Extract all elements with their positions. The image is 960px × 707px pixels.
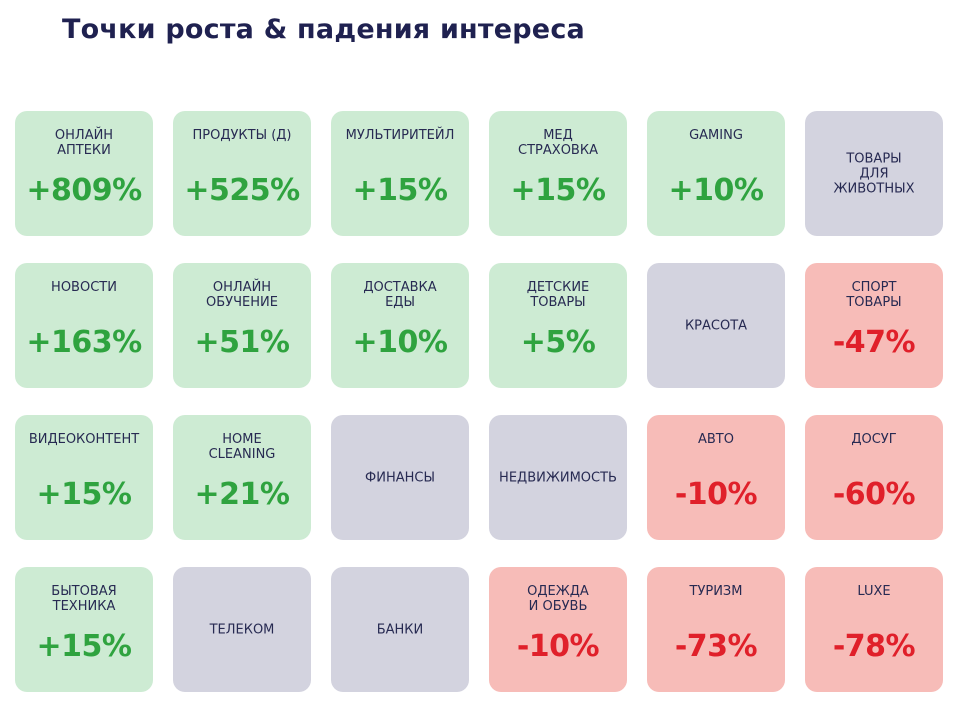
category-tile: ПРОДУКТЫ (Д) +525% bbox=[173, 111, 311, 236]
category-label: ФИНАНСЫ bbox=[365, 470, 435, 485]
category-tile: ТЕЛЕКОМ bbox=[173, 567, 311, 692]
category-change-value: -10% bbox=[516, 629, 600, 664]
category-label: ТЕЛЕКОМ bbox=[209, 622, 275, 637]
category-tile: LUXE -78% bbox=[805, 567, 943, 692]
category-change-value: -73% bbox=[674, 629, 758, 664]
category-label: СПОРТ ТОВАРЫ bbox=[846, 280, 902, 310]
category-change-value: -47% bbox=[832, 325, 916, 360]
category-change-value: +163% bbox=[26, 325, 142, 360]
category-tile: ВИДЕОКОНТЕНТ +15% bbox=[15, 415, 153, 540]
category-change-value: +15% bbox=[352, 173, 448, 208]
category-tile: ОНЛАЙН ОБУЧЕНИЕ +51% bbox=[173, 263, 311, 388]
category-label: ТОВАРЫ ДЛЯ ЖИВОТНЫХ bbox=[833, 151, 915, 196]
category-label: ДЕТСКИЕ ТОВАРЫ bbox=[526, 280, 590, 310]
category-tile: НЕДВИЖИМОСТЬ bbox=[489, 415, 627, 540]
category-tile: ДОСТАВКА ЕДЫ +10% bbox=[331, 263, 469, 388]
category-grid: ОНЛАЙН АПТЕКИ +809% ПРОДУКТЫ (Д) +525% МУЛЬТ… bbox=[15, 111, 943, 692]
category-change-value: +10% bbox=[668, 173, 764, 208]
category-label: GAMING bbox=[689, 128, 743, 143]
category-tile: НОВОСТИ +163% bbox=[15, 263, 153, 388]
category-tile: БАНКИ bbox=[331, 567, 469, 692]
category-label: LUXE bbox=[857, 584, 891, 599]
category-tile: МЕД СТРАХОВКА +15% bbox=[489, 111, 627, 236]
category-label: НЕДВИЖИМОСТЬ bbox=[499, 470, 617, 485]
category-change-value: +15% bbox=[510, 173, 606, 208]
category-change-value: -78% bbox=[832, 629, 916, 664]
category-change-value: +525% bbox=[184, 173, 300, 208]
category-change-value: -10% bbox=[674, 477, 758, 512]
category-label: HOME CLEANING bbox=[208, 432, 276, 462]
category-label: ВИДЕОКОНТЕНТ bbox=[28, 432, 140, 447]
category-tile: ОДЕЖДА И ОБУВЬ -10% bbox=[489, 567, 627, 692]
category-tile: ТОВАРЫ ДЛЯ ЖИВОТНЫХ bbox=[805, 111, 943, 236]
category-label: МУЛЬТИРИТЕЙЛ bbox=[345, 128, 455, 143]
category-tile: GAMING +10% bbox=[647, 111, 785, 236]
category-tile: ФИНАНСЫ bbox=[331, 415, 469, 540]
category-change-value: +809% bbox=[26, 173, 142, 208]
category-label: ОНЛАЙН ОБУЧЕНИЕ bbox=[206, 280, 278, 310]
category-tile: СПОРТ ТОВАРЫ -47% bbox=[805, 263, 943, 388]
category-label: МЕД СТРАХОВКА bbox=[518, 128, 598, 158]
category-label: ОДЕЖДА И ОБУВЬ bbox=[527, 584, 589, 614]
category-change-value: +51% bbox=[194, 325, 290, 360]
category-label: ОНЛАЙН АПТЕКИ bbox=[54, 128, 114, 158]
category-tile: МУЛЬТИРИТЕЙЛ +15% bbox=[331, 111, 469, 236]
category-label: БЫТОВАЯ ТЕХНИКА bbox=[51, 584, 117, 614]
category-change-value: +21% bbox=[194, 477, 290, 512]
category-label: БАНКИ bbox=[376, 622, 424, 637]
category-tile: БЫТОВАЯ ТЕХНИКА +15% bbox=[15, 567, 153, 692]
category-label: НОВОСТИ bbox=[51, 280, 117, 295]
category-change-value: +5% bbox=[520, 325, 596, 360]
category-tile: ДОСУГ -60% bbox=[805, 415, 943, 540]
page-title: Точки роста & падения интереса bbox=[62, 14, 585, 45]
category-change-value: +15% bbox=[36, 629, 132, 664]
category-label: АВТО bbox=[698, 432, 734, 447]
category-tile: ОНЛАЙН АПТЕКИ +809% bbox=[15, 111, 153, 236]
category-label: ПРОДУКТЫ (Д) bbox=[192, 128, 292, 143]
category-change-value: -60% bbox=[832, 477, 916, 512]
category-tile: АВТО -10% bbox=[647, 415, 785, 540]
category-tile: ТУРИЗМ -73% bbox=[647, 567, 785, 692]
category-tile: HOME CLEANING +21% bbox=[173, 415, 311, 540]
category-label: ДОСУГ bbox=[851, 432, 897, 447]
category-tile: КРАСОТА bbox=[647, 263, 785, 388]
category-change-value: +15% bbox=[36, 477, 132, 512]
category-label: КРАСОТА bbox=[684, 318, 748, 333]
category-label: ДОСТАВКА ЕДЫ bbox=[363, 280, 437, 310]
category-tile: ДЕТСКИЕ ТОВАРЫ +5% bbox=[489, 263, 627, 388]
category-label: ТУРИЗМ bbox=[689, 584, 743, 599]
category-change-value: +10% bbox=[352, 325, 448, 360]
